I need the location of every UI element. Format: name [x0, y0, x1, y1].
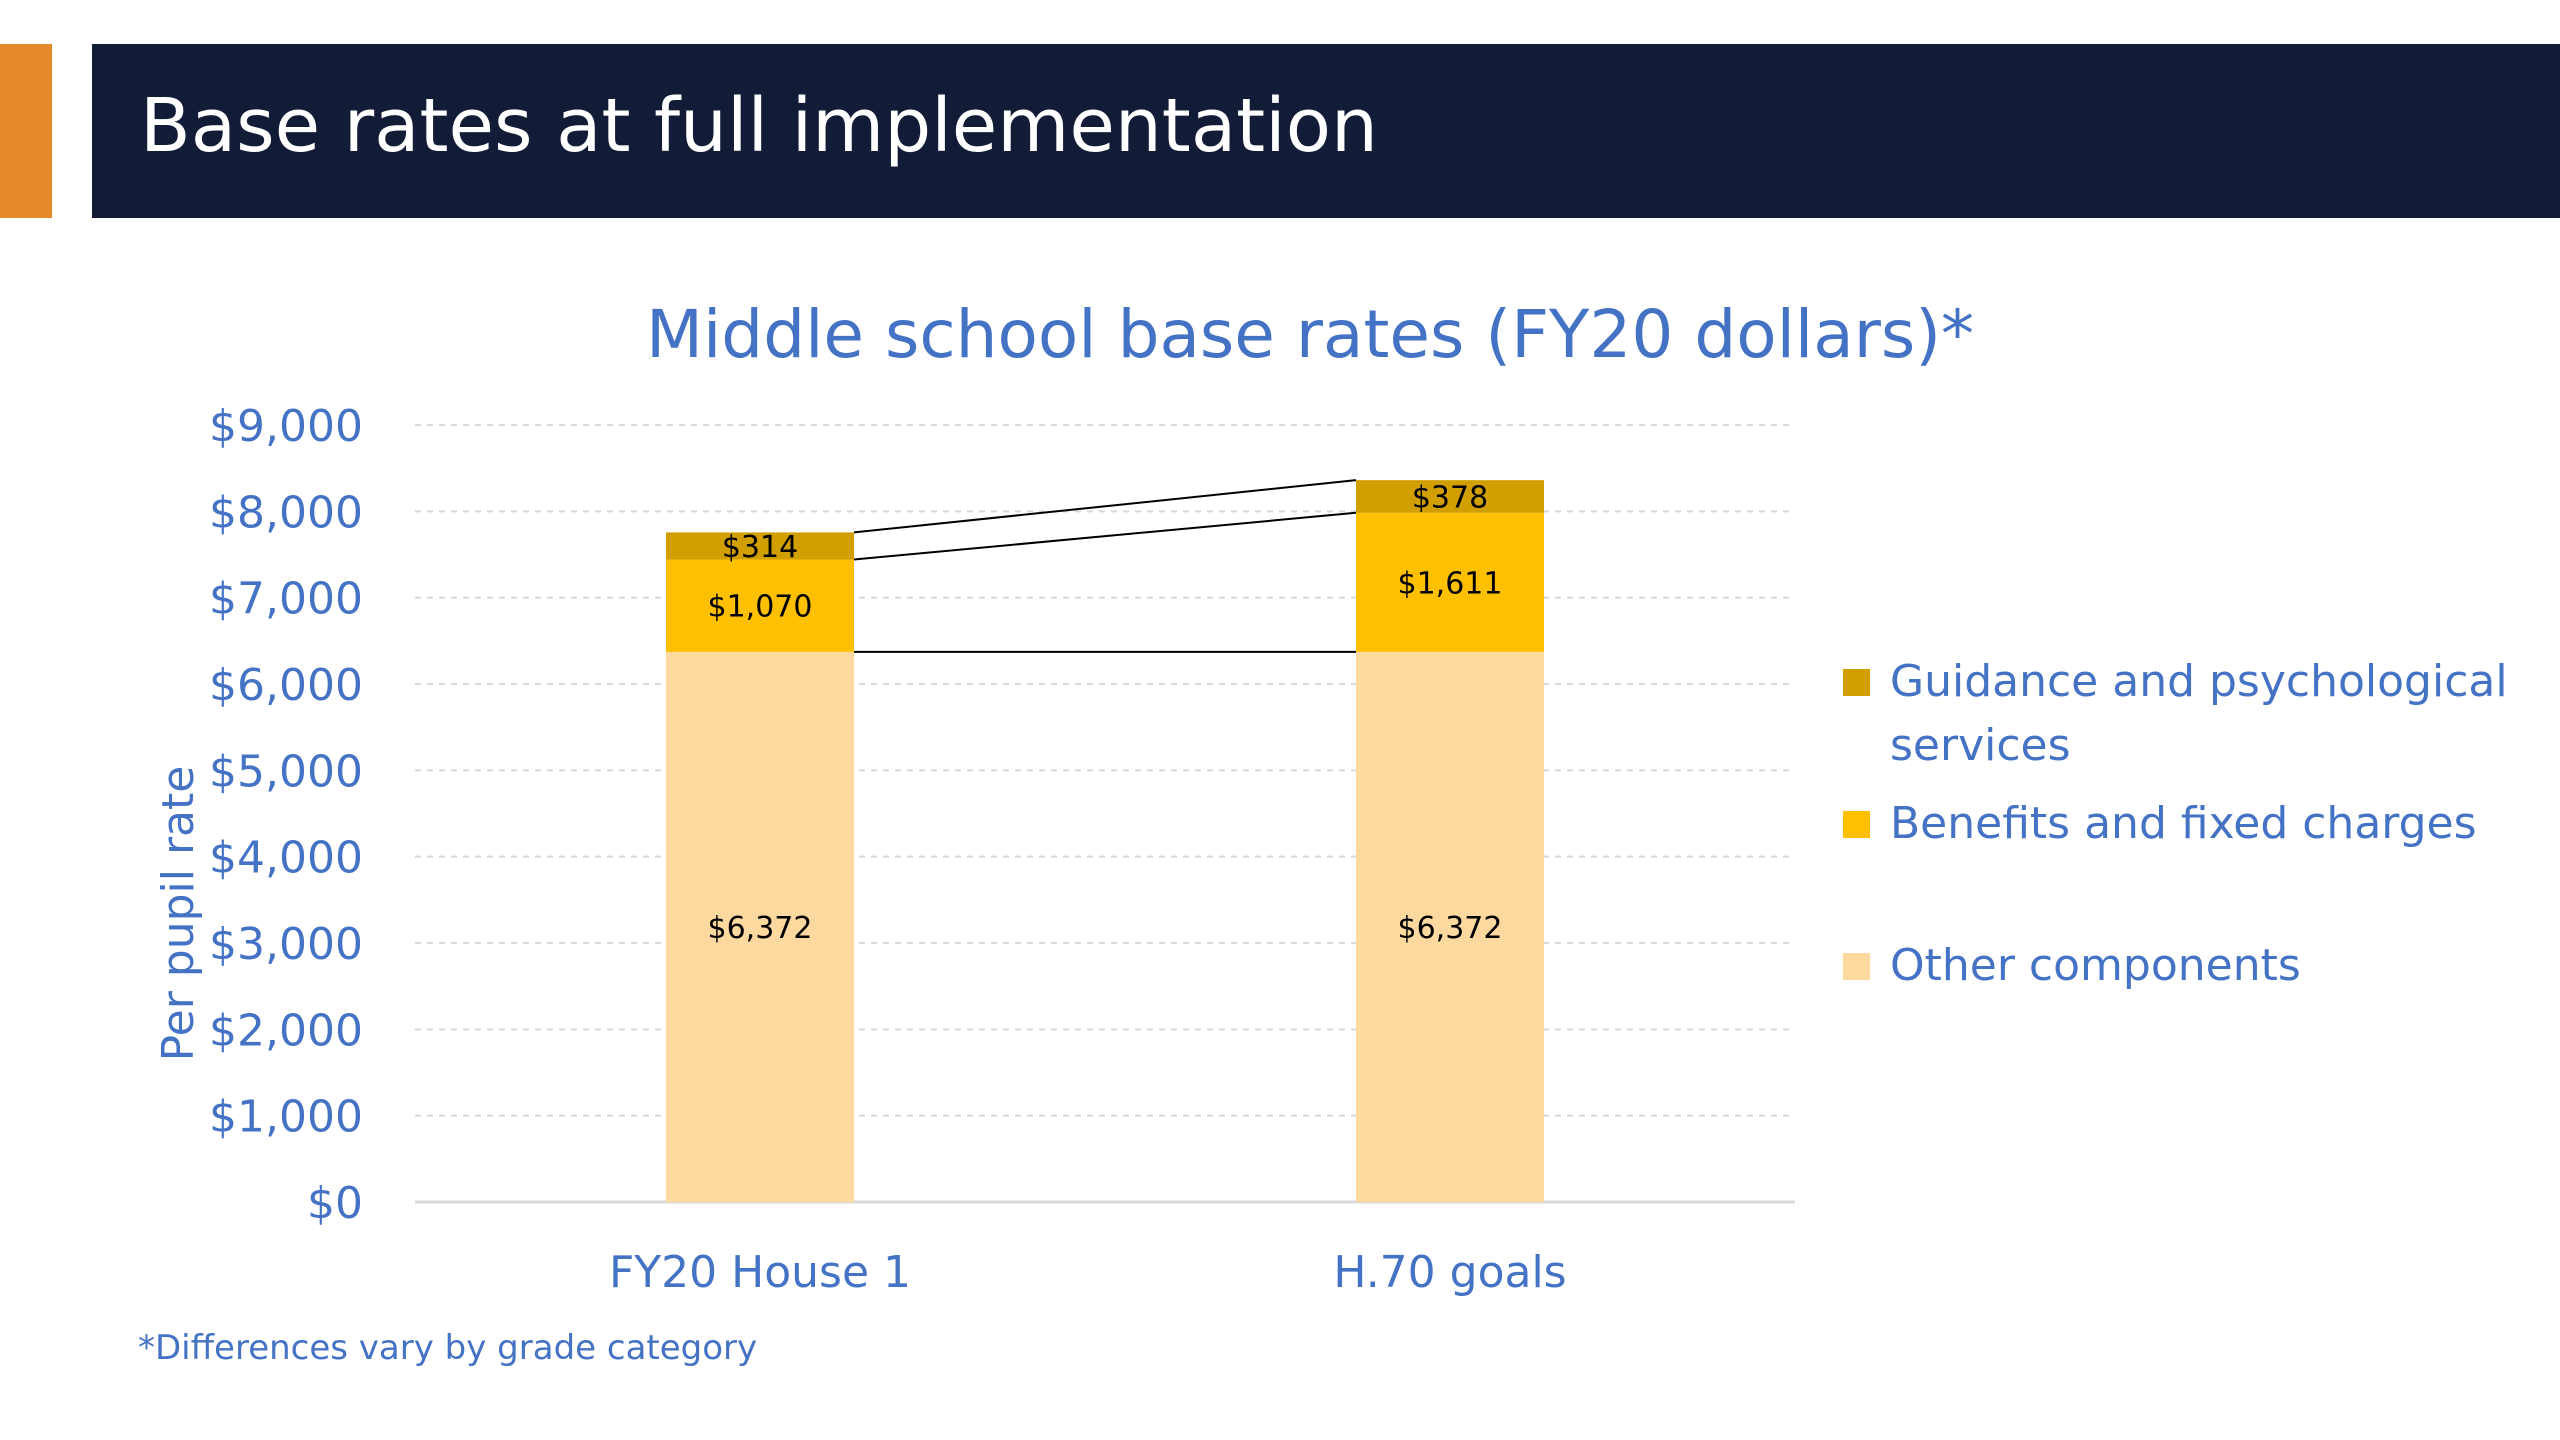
y-tick-label: $6,000: [209, 660, 363, 711]
legend-swatch: [1843, 953, 1870, 980]
title-band: [92, 44, 2560, 218]
footnote: *Differences vary by grade category: [138, 1328, 758, 1368]
bar-segment: [666, 559, 854, 652]
y-tick-label: $0: [307, 1178, 363, 1229]
y-tick-label: $4,000: [209, 833, 363, 884]
data-label: $6,372: [708, 911, 813, 946]
legend-label: Other components: [1890, 940, 2301, 991]
x-tick-label: FY20 House 1: [609, 1247, 911, 1298]
legend-swatch: [1843, 669, 1870, 696]
y-tick-label: $5,000: [209, 746, 363, 797]
data-label: $1,611: [1398, 566, 1503, 601]
bar-segment: [1356, 651, 1544, 1202]
x-tick-label: H.70 goals: [1333, 1247, 1566, 1298]
accent-bar: [0, 44, 52, 218]
y-tick-label: $1,000: [209, 1092, 363, 1143]
y-tick-label: $3,000: [209, 919, 363, 970]
data-label: $6,372: [1398, 911, 1503, 946]
y-tick-label: $8,000: [209, 487, 363, 538]
data-label: $314: [722, 530, 798, 565]
bar-segment: [666, 651, 854, 1202]
y-tick-label: $7,000: [209, 574, 363, 625]
bar-segment: [1356, 480, 1544, 513]
slide-title: Base rates at full implementation: [140, 83, 1378, 169]
y-tick-label: $9,000: [209, 401, 363, 452]
bar-segment: [1356, 512, 1544, 652]
legend-swatch: [1843, 811, 1870, 838]
chart-title: Middle school base rates (FY20 dollars)*: [646, 296, 1974, 373]
legend-label: Guidance and psychological services: [1890, 656, 2508, 771]
series-connector-line: [853, 511, 1357, 561]
data-label: $1,070: [708, 590, 813, 625]
y-axis-label: Per pupil rate: [153, 766, 204, 1062]
legend-label: Benefits and fixed charges: [1890, 798, 2477, 849]
series-connector-line: [853, 479, 1357, 534]
data-label: $378: [1412, 480, 1488, 515]
y-tick-label: $2,000: [209, 1005, 363, 1056]
bar-segment: [666, 532, 854, 560]
